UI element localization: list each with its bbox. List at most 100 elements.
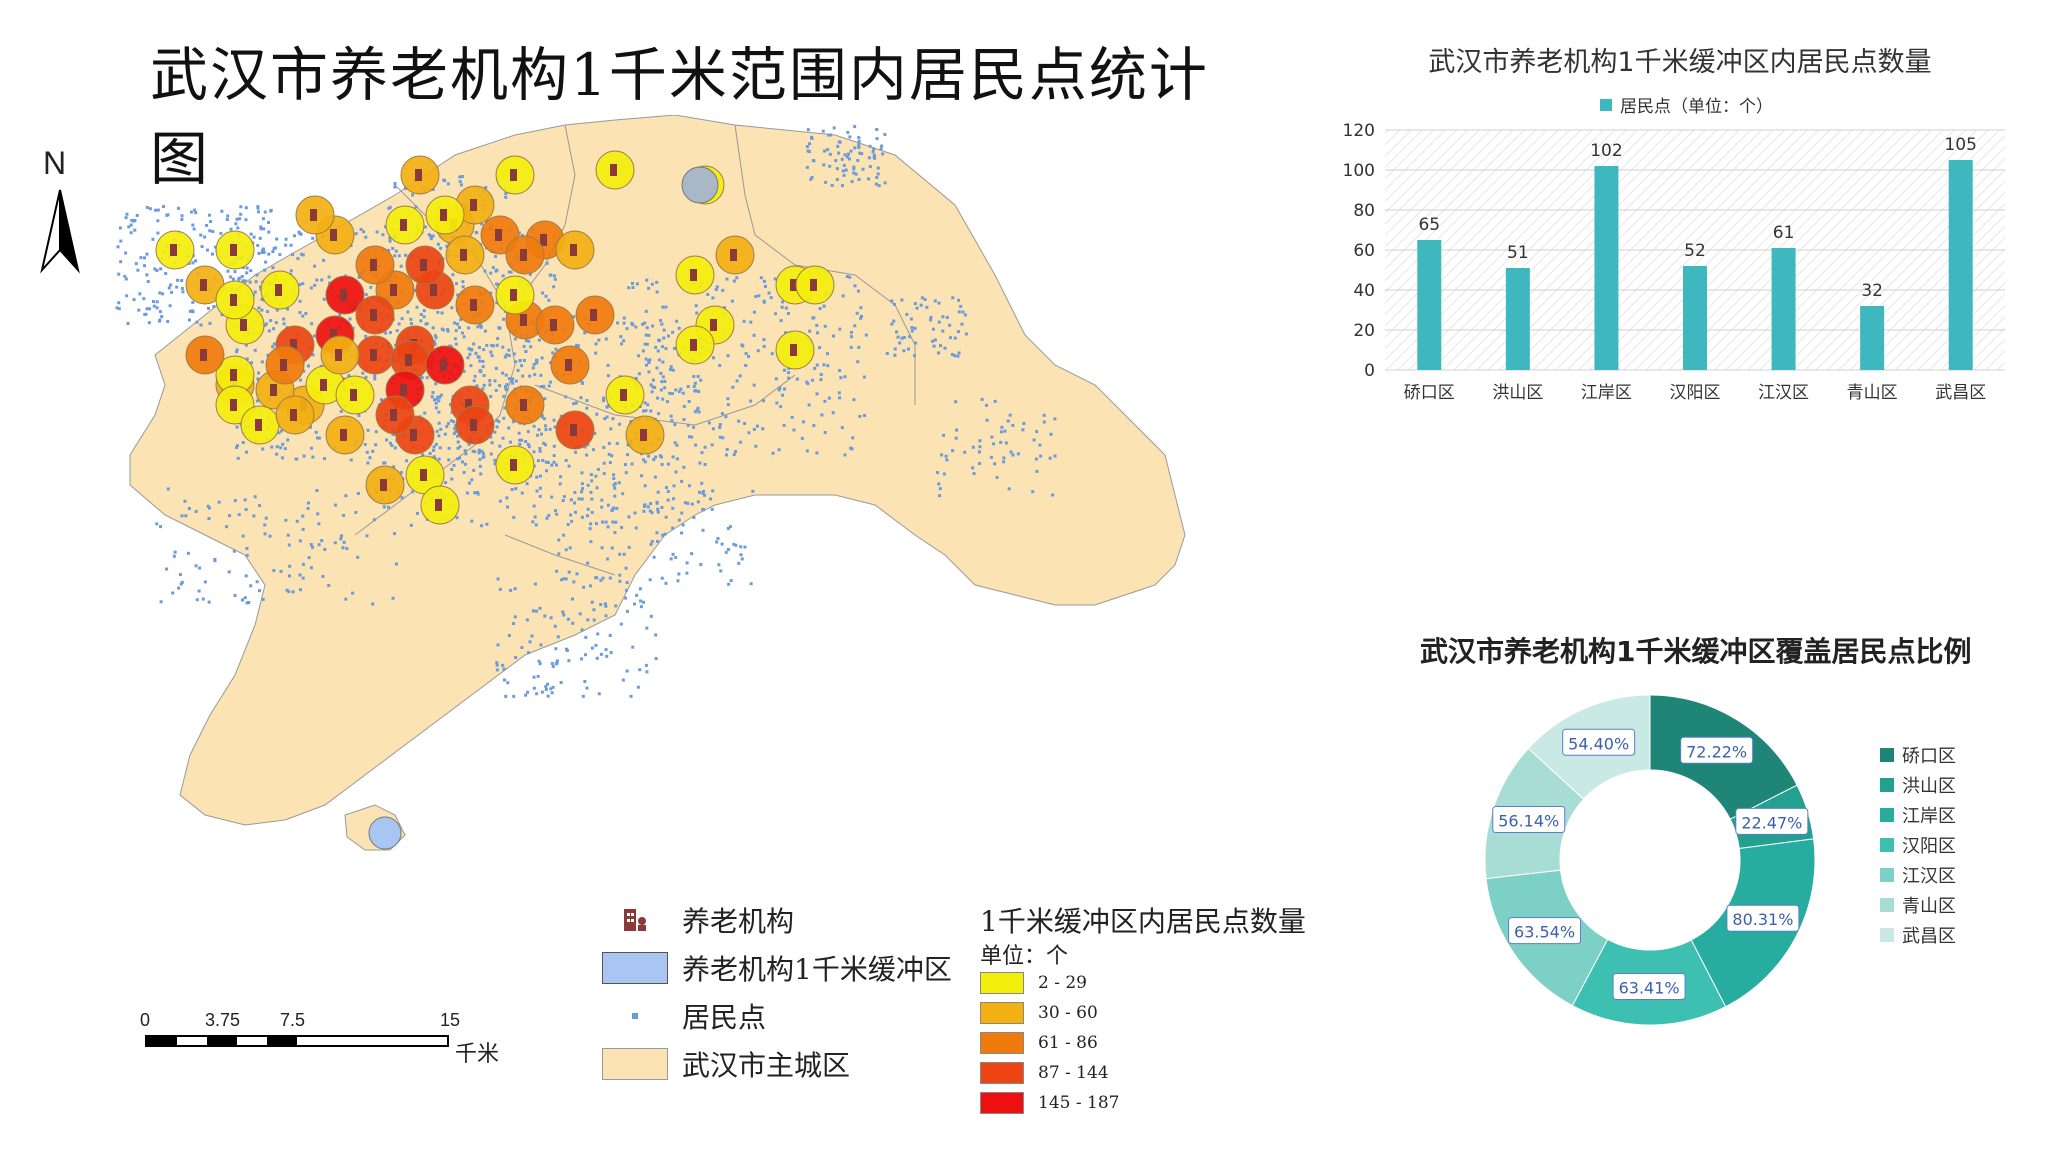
resident-point — [240, 598, 244, 602]
resident-point — [501, 345, 505, 349]
bar[interactable] — [1505, 268, 1530, 370]
resident-point — [274, 321, 278, 325]
resident-point — [494, 388, 498, 392]
resident-point — [697, 389, 701, 393]
resident-point — [806, 149, 810, 153]
resident-point — [1004, 441, 1008, 445]
resident-point — [643, 460, 647, 464]
resident-point — [480, 222, 484, 226]
resident-point — [1002, 460, 1006, 464]
resident-point — [341, 546, 345, 550]
donut-legend-swatch — [1880, 928, 1894, 942]
resident-point — [580, 657, 584, 661]
class-row: 87 - 144 — [980, 1062, 1109, 1084]
resident-point — [605, 654, 609, 658]
bar[interactable] — [1948, 160, 1973, 370]
facility-marker — [340, 429, 347, 441]
donut-legend-item[interactable]: 汉阳区 — [1880, 830, 1956, 860]
resident-point — [211, 230, 215, 234]
resident-point — [805, 165, 809, 169]
facility-marker — [240, 319, 247, 331]
resident-point — [694, 443, 698, 447]
resident-point — [696, 374, 700, 378]
donut-legend-item[interactable]: 硚口区 — [1880, 740, 1956, 770]
donut-value-label: 54.40% — [1562, 728, 1636, 756]
resident-point — [815, 323, 819, 327]
resident-point — [715, 540, 719, 544]
bar-chart-legend[interactable]: 居民点（单位：个） — [1600, 92, 1773, 117]
resident-point — [957, 298, 961, 302]
resident-point — [726, 403, 730, 407]
resident-point — [860, 152, 864, 156]
facility-marker — [370, 309, 377, 321]
resident-point — [447, 446, 451, 450]
resident-point — [181, 290, 185, 294]
resident-point — [661, 533, 665, 537]
resident-point — [166, 213, 170, 217]
resident-point — [356, 491, 360, 495]
bar[interactable] — [1771, 248, 1796, 370]
resident-point — [993, 462, 997, 466]
resident-point — [622, 552, 626, 556]
resident-point — [315, 489, 319, 493]
resident-point — [252, 235, 256, 239]
resident-point — [399, 471, 403, 475]
resident-point — [439, 427, 443, 431]
resident-point — [823, 149, 827, 153]
resident-point — [630, 321, 634, 325]
donut-legend-item[interactable]: 武昌区 — [1880, 920, 1956, 950]
resident-point — [606, 503, 610, 507]
resident-point — [520, 491, 524, 495]
resident-point — [436, 395, 440, 399]
resident-point — [428, 451, 432, 455]
resident-point — [543, 397, 547, 401]
resident-point — [287, 590, 291, 594]
resident-point — [551, 685, 555, 689]
resident-point — [488, 383, 492, 387]
resident-point — [453, 337, 457, 341]
donut-legend-item[interactable]: 洪山区 — [1880, 770, 1956, 800]
facility-marker — [470, 299, 477, 311]
donut-legend-item[interactable]: 江汉区 — [1880, 860, 1956, 890]
resident-point — [735, 276, 739, 280]
resident-point — [873, 156, 877, 160]
resident-point — [422, 315, 426, 319]
resident-point — [267, 252, 271, 256]
resident-point — [474, 351, 478, 355]
resident-point — [627, 286, 631, 290]
resident-point — [231, 277, 235, 281]
class-row: 61 - 86 — [980, 1032, 1098, 1054]
resident-point — [618, 422, 622, 426]
resident-point — [145, 273, 149, 277]
bar[interactable] — [1683, 266, 1707, 370]
facility-marker — [570, 244, 577, 256]
resident-point — [518, 359, 522, 363]
resident-point — [439, 246, 443, 250]
resident-point — [654, 633, 658, 637]
resident-point — [690, 552, 694, 556]
resident-point — [237, 513, 241, 517]
donut-legend-item[interactable]: 江岸区 — [1880, 800, 1956, 830]
resident-point — [956, 354, 960, 358]
donut-legend-item[interactable]: 青山区 — [1880, 890, 1956, 920]
resident-point — [513, 615, 517, 619]
resident-point — [594, 643, 598, 647]
resident-point — [297, 230, 301, 234]
facility-marker — [420, 469, 427, 481]
resident-point — [301, 514, 305, 518]
bar[interactable] — [1417, 240, 1442, 370]
resident-point — [272, 327, 276, 331]
resident-point — [956, 330, 960, 334]
resident-point — [852, 171, 856, 175]
bar[interactable] — [1860, 306, 1885, 370]
resident-point — [627, 515, 631, 519]
scale-tick-0: 0 — [140, 1010, 151, 1030]
resident-point — [148, 207, 152, 211]
resident-point — [703, 445, 707, 449]
resident-point — [394, 249, 398, 253]
resident-point — [654, 345, 658, 349]
resident-point — [660, 576, 664, 580]
resident-point — [701, 490, 705, 494]
bar[interactable] — [1594, 166, 1619, 370]
resident-point — [512, 515, 516, 519]
